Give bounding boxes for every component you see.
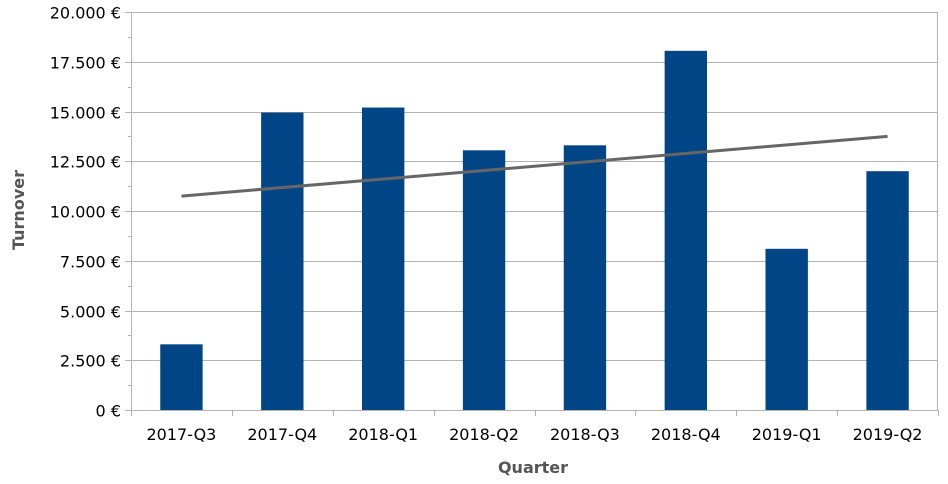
grid-layer [131, 12, 938, 411]
y-tick-label: 15.000 € [50, 104, 121, 123]
x-tick-label: 2018-Q4 [651, 425, 721, 444]
y-tick-label: 10.000 € [50, 203, 121, 222]
x-tick-label: 2018-Q3 [550, 425, 620, 444]
x-tick-label: 2019-Q1 [752, 425, 822, 444]
bar-2018-Q2 [462, 150, 506, 410]
y-tick-label: 2.500 € [60, 352, 121, 371]
trendline [181, 134, 888, 198]
y-tick-label: 20.000 € [50, 4, 121, 23]
bar-2017-Q4 [261, 112, 304, 411]
bar-2018-Q4 [664, 50, 707, 411]
bar-2017-Q3 [160, 344, 203, 410]
x-tick-label: 2018-Q2 [449, 425, 519, 444]
bar-2018-Q1 [362, 107, 405, 411]
bars-layer [160, 50, 909, 411]
axis-layer: 0 € 2.500 € 5.000 € 7.500 € 10.000 € 12.500 €… [50, 4, 939, 444]
bar-2019-Q1 [765, 248, 808, 410]
bar-2018-Q3 [563, 145, 607, 410]
y-tick-label: 0 € [96, 402, 121, 421]
y-tick-label: 5.000 € [60, 303, 121, 322]
y-tick-label: 12.500 € [50, 153, 121, 172]
x-tick-label: 2017-Q3 [147, 425, 217, 444]
y-tick-label: 17.500 € [50, 54, 121, 73]
y-tick-label: 7.500 € [60, 253, 121, 272]
y-axis-title: Turnover [9, 170, 28, 250]
x-tick-label: 2017-Q4 [247, 425, 317, 444]
bar-2019-Q2 [866, 171, 909, 410]
x-tick-label: 2019-Q2 [853, 425, 923, 444]
x-tick-label: 2018-Q1 [348, 425, 418, 444]
x-axis-title: Quarter [498, 458, 568, 477]
trendline-layer [181, 134, 888, 198]
